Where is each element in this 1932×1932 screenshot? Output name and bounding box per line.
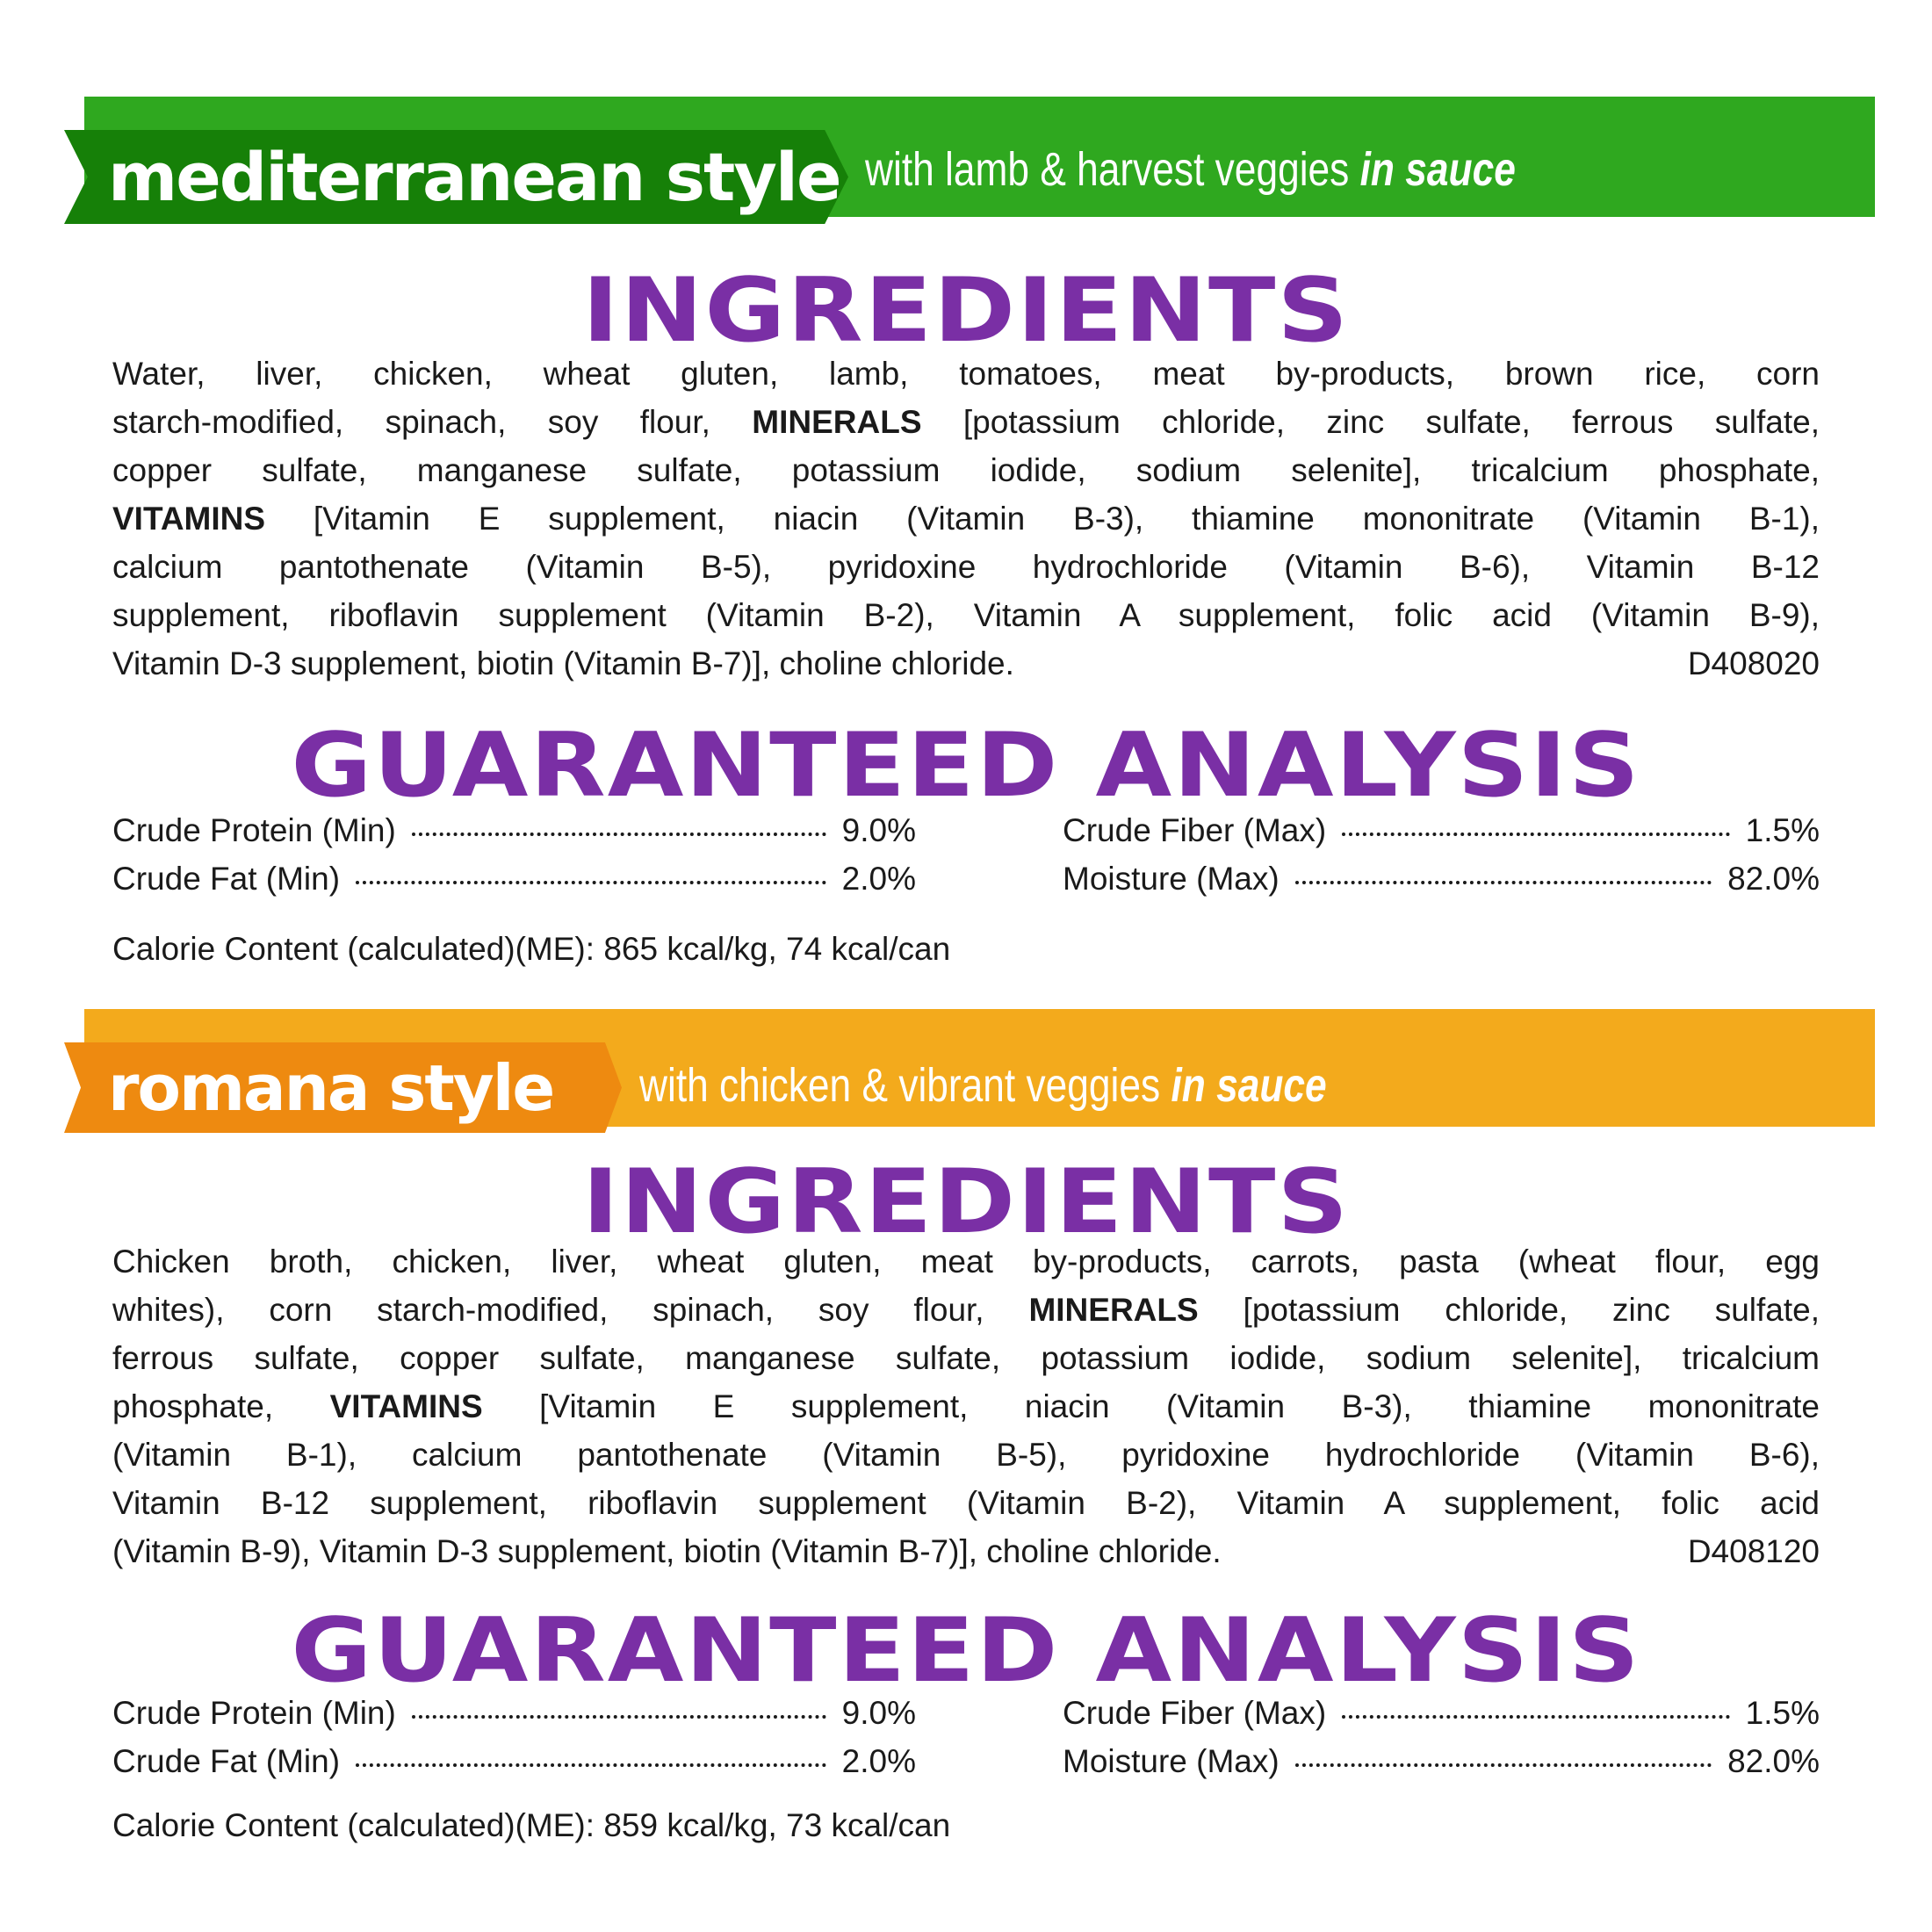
analysis-label: Moisture (Max): [1063, 1743, 1280, 1779]
bold-category: VITAMINS: [329, 1388, 483, 1424]
ingredient-text: [potassium chloride, zinc sulfate, ferro…: [921, 404, 1820, 440]
analysis-row: Crude Protein (Min) 9.0%: [112, 812, 916, 849]
ingredients-line: supplement, riboflavin supplement (Vitam…: [112, 591, 1820, 639]
analysis-label: Moisture (Max): [1063, 861, 1280, 897]
ingredient-text: calcium pantothenate (Vitamin B-5), pyri…: [112, 549, 1820, 585]
ingredients-line: copper sulfate, manganese sulfate, potas…: [112, 446, 1820, 494]
bold-category: VITAMINS: [112, 501, 266, 537]
dot-leader: [1342, 833, 1730, 836]
analysis-row: Crude Protein (Min) 9.0%: [112, 1695, 916, 1732]
dot-leader: [356, 881, 826, 884]
ingredient-text: whites), corn starch-modified, spinach, …: [112, 1292, 1029, 1328]
ingredients-line: starch-modified, spinach, soy flour, MIN…: [112, 398, 1820, 446]
ingredient-text: [potassium chloride, zinc sulfate,: [1198, 1292, 1820, 1328]
ingredient-text: [Vitamin E supplement, niacin (Vitamin B…: [265, 501, 1820, 537]
analysis-value: 1.5%: [1745, 812, 1820, 848]
style-tag: romana style: [64, 1042, 622, 1133]
ingredient-text: [Vitamin E supplement, niacin (Vitamin B…: [482, 1388, 1820, 1424]
analysis-heading: GUARANTEED ANALYSIS: [291, 1599, 1641, 1703]
style-name: romana style: [108, 1050, 555, 1125]
bold-category: MINERALS: [752, 404, 922, 440]
ingredients-heading: INGREDIENTS: [581, 259, 1351, 363]
ingredients-line: Vitamin B-12 supplement, riboflavin supp…: [112, 1479, 1820, 1527]
ingredient-text: Vitamin B-12 supplement, riboflavin supp…: [112, 1485, 1820, 1521]
calorie-content: Calorie Content (calculated)(ME): 865 kc…: [112, 931, 951, 967]
analysis-label: Crude Fat (Min): [112, 1743, 341, 1779]
ingredient-text: Chicken broth, chicken, liver, wheat glu…: [112, 1244, 1820, 1280]
ingredient-text: Vitamin D-3 supplement, biotin (Vitamin …: [112, 645, 1014, 681]
ingredients-line: phosphate, VITAMINS [Vitamin E supplemen…: [112, 1382, 1820, 1431]
ingredients-line: (Vitamin B-1), calcium pantothenate (Vit…: [112, 1431, 1820, 1479]
dot-leader: [1342, 1715, 1730, 1719]
analysis-value: 2.0%: [841, 1743, 916, 1779]
subtitle-text: with lamb & harvest veggies: [865, 143, 1360, 196]
analysis-label: Crude Fat (Min): [112, 861, 341, 897]
ingredients-list: Water, liver, chicken, wheat gluten, lam…: [112, 350, 1820, 688]
analysis-row: Moisture (Max) 82.0%: [1063, 1743, 1820, 1780]
product-subtitle: with chicken & vibrant veggies in sauce: [639, 1058, 1327, 1113]
dot-leader: [411, 1715, 826, 1719]
ingredients-line: Vitamin D-3 supplement, biotin (Vitamin …: [112, 639, 1820, 688]
dot-leader: [1294, 881, 1712, 884]
analysis-heading: GUARANTEED ANALYSIS: [291, 714, 1641, 818]
calorie-content: Calorie Content (calculated)(ME): 859 kc…: [112, 1807, 951, 1843]
ingredients-line: Water, liver, chicken, wheat gluten, lam…: [112, 350, 1820, 398]
analysis-value: 82.0%: [1727, 1743, 1820, 1779]
analysis-value: 1.5%: [1745, 1695, 1820, 1731]
subtitle-italic: in sauce: [1171, 1059, 1327, 1112]
subtitle-text: with chicken & vibrant veggies: [639, 1059, 1171, 1112]
analysis-row: Crude Fat (Min) 2.0%: [112, 861, 916, 898]
subtitle-italic: in sauce: [1359, 143, 1516, 196]
ingredients-line: calcium pantothenate (Vitamin B-5), pyri…: [112, 543, 1820, 591]
ingredients-line: Chicken broth, chicken, liver, wheat glu…: [112, 1237, 1820, 1286]
ingredients-line: whites), corn starch-modified, spinach, …: [112, 1286, 1820, 1334]
analysis-value: 9.0%: [841, 812, 916, 848]
ingredient-text: starch-modified, spinach, soy flour,: [112, 404, 753, 440]
style-name: mediterranean style: [108, 138, 842, 216]
analysis-label: Crude Protein (Min): [112, 812, 396, 848]
analysis-value: 2.0%: [841, 861, 916, 897]
analysis-label: Crude Protein (Min): [112, 1695, 396, 1731]
analysis-row: Moisture (Max) 82.0%: [1063, 861, 1820, 898]
analysis-row: Crude Fiber (Max) 1.5%: [1063, 812, 1820, 849]
analysis-label: Crude Fiber (Max): [1063, 1695, 1327, 1731]
analysis-row: Crude Fiber (Max) 1.5%: [1063, 1695, 1820, 1732]
ingredients-heading: INGREDIENTS: [581, 1150, 1351, 1254]
bold-category: MINERALS: [1028, 1292, 1199, 1328]
dot-leader: [1294, 1763, 1712, 1767]
analysis-value: 9.0%: [841, 1695, 916, 1731]
ingredients-line: (Vitamin B-9), Vitamin D-3 supplement, b…: [112, 1527, 1820, 1575]
ingredient-text: ferrous sulfate, copper sulfate, mangane…: [112, 1340, 1820, 1376]
analysis-value: 82.0%: [1727, 861, 1820, 897]
dot-leader: [356, 1763, 826, 1767]
product-code: D408120: [1687, 1533, 1820, 1569]
dot-leader: [411, 833, 826, 836]
ingredient-text: Water, liver, chicken, wheat gluten, lam…: [112, 356, 1820, 392]
analysis-label: Crude Fiber (Max): [1063, 812, 1327, 848]
ingredients-line: VITAMINS [Vitamin E supplement, niacin (…: [112, 494, 1820, 543]
ingredient-text: (Vitamin B-9), Vitamin D-3 supplement, b…: [112, 1533, 1222, 1569]
product-code: D408020: [1687, 645, 1820, 681]
analysis-row: Crude Fat (Min) 2.0%: [112, 1743, 916, 1780]
product-subtitle: with lamb & harvest veggies in sauce: [865, 142, 1516, 197]
ingredient-text: supplement, riboflavin supplement (Vitam…: [112, 597, 1820, 633]
ingredients-line: ferrous sulfate, copper sulfate, mangane…: [112, 1334, 1820, 1382]
ingredient-text: copper sulfate, manganese sulfate, potas…: [112, 452, 1820, 488]
ingredient-text: phosphate,: [112, 1388, 330, 1424]
ingredients-list: Chicken broth, chicken, liver, wheat glu…: [112, 1237, 1820, 1575]
style-tag: mediterranean style: [64, 130, 848, 224]
ingredient-text: (Vitamin B-1), calcium pantothenate (Vit…: [112, 1437, 1820, 1473]
